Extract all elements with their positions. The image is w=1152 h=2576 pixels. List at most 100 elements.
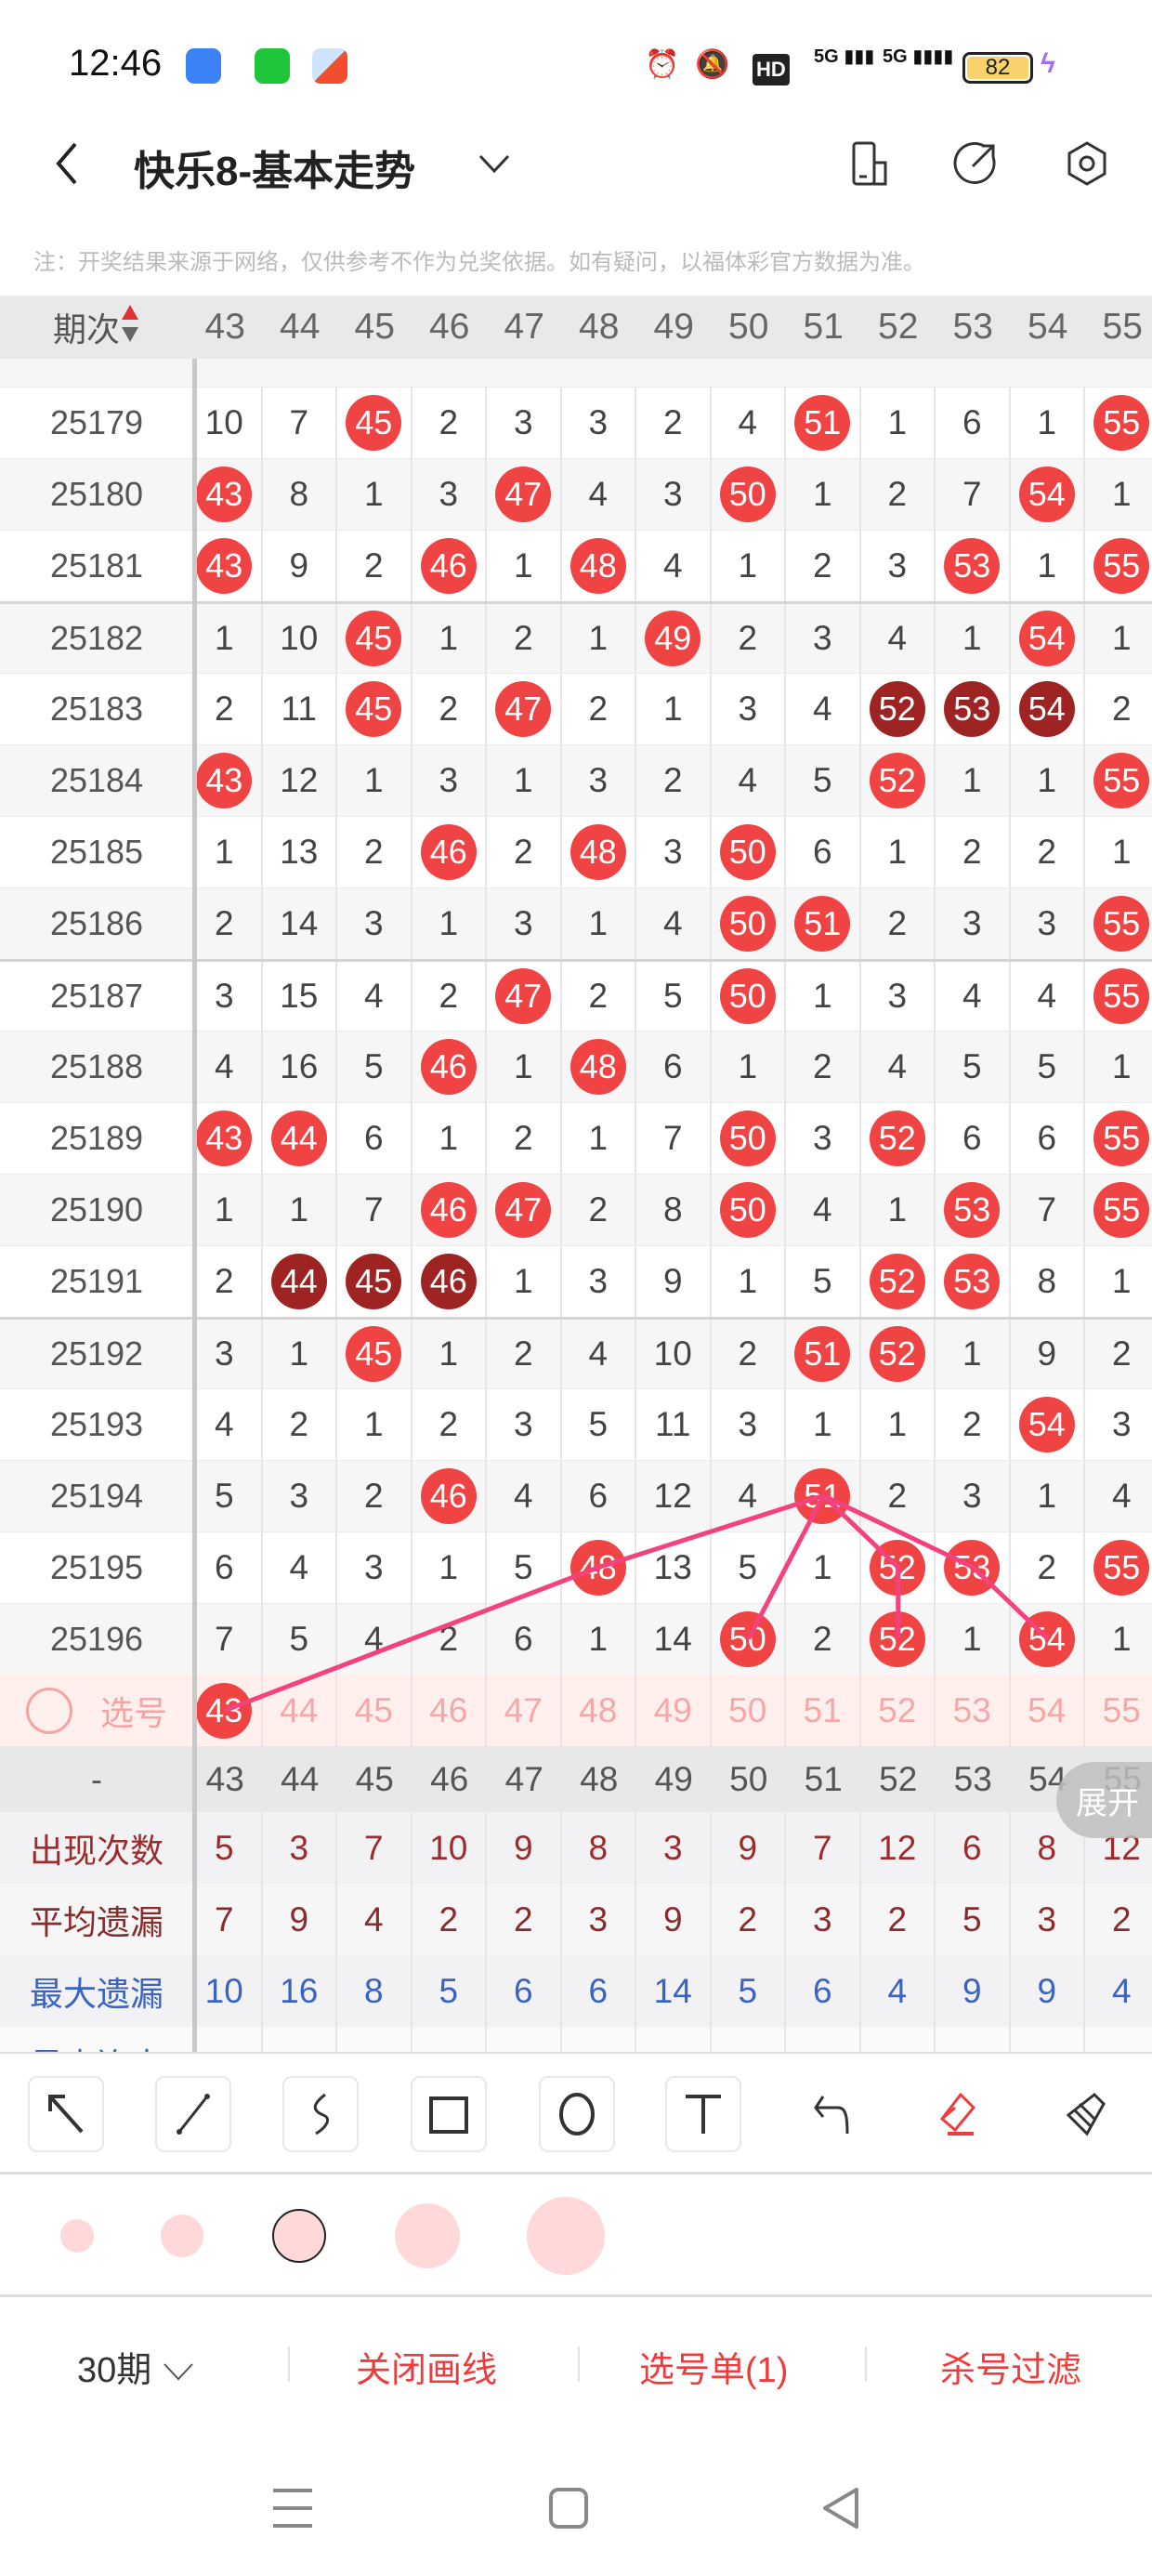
table-row: 25189 43 44 6 1 2 1 7 50 3 52 6 6 55 [0, 1102, 1152, 1174]
brush-size-option[interactable] [527, 2197, 605, 2275]
clear-button[interactable] [1048, 2076, 1124, 2152]
undo-button[interactable] [795, 2076, 871, 2152]
table-cell: 5 [337, 1032, 412, 1102]
line-tool-button[interactable] [155, 2076, 231, 2152]
table-cell: 1 [487, 1032, 562, 1102]
select-circle-icon[interactable] [25, 1687, 72, 1734]
sort-icon[interactable] [120, 303, 140, 352]
rectangle-tool-button[interactable] [411, 2076, 487, 2152]
expand-button[interactable]: 展开 [1056, 1762, 1152, 1838]
hit-cell: 53 [936, 1175, 1011, 1245]
brush-size-option[interactable] [272, 2209, 326, 2263]
select-number[interactable]: 47 [487, 1675, 562, 1746]
table-cell: 2 [936, 1389, 1011, 1460]
select-number[interactable]: 54 [1011, 1675, 1085, 1746]
brush-size-option[interactable] [395, 2203, 460, 2268]
arrow-tool-button[interactable] [28, 2076, 104, 2152]
app-notification-icon [186, 48, 221, 84]
table-cell: 2 [412, 674, 487, 744]
table-cell: 5 [636, 962, 712, 1031]
share-button[interactable] [948, 136, 1003, 191]
select-number[interactable]: 50 [712, 1675, 786, 1746]
hit-cell: 47 [487, 674, 562, 744]
table-cell: 2 [412, 1389, 487, 1460]
table-cell: 1 [786, 459, 861, 530]
table-cell: 3 [936, 1461, 1011, 1531]
text-icon [686, 2095, 721, 2134]
table-row: 25192 3 1 45 1 2 4 10 2 51 52 1 9 2 [0, 1317, 1152, 1388]
app-header: 快乐8-基本走势 [0, 112, 1152, 214]
stat-row: 平均遗漏 7 9 4 2 2 3 9 2 3 2 5 3 2 [0, 1884, 1152, 1955]
select-number[interactable]: 55 [1085, 1675, 1152, 1746]
select-number[interactable]: 53 [936, 1675, 1011, 1746]
table-cell: 2 [487, 1320, 562, 1388]
hit-cell: 54 [1011, 674, 1085, 744]
hit-ball: 52 [869, 1326, 925, 1382]
hit-cell: 48 [562, 1532, 636, 1603]
hit-ball: 46 [420, 1182, 477, 1238]
hit-ball: 53 [944, 1540, 1001, 1596]
arrow-icon [48, 2095, 84, 2134]
table-cell: 1 [786, 962, 861, 1031]
freehand-tool-button[interactable] [282, 2076, 359, 2152]
table-cell: 3 [636, 817, 712, 887]
table-cell: 3 [487, 888, 562, 959]
column-header: 44 [280, 307, 321, 347]
table-row: 25190 1 1 7 46 47 2 8 50 4 1 53 7 55 [0, 1174, 1152, 1245]
hit-ball: 47 [495, 467, 552, 522]
table-cell [337, 2027, 412, 2052]
select-number[interactable]: 48 [562, 1675, 636, 1746]
table-row: 25182 1 10 45 1 2 1 49 2 3 4 1 54 1 [0, 601, 1152, 673]
table-cell [712, 2027, 786, 2052]
brush-size-option[interactable] [161, 2215, 203, 2257]
table-cell: 1 [487, 531, 562, 601]
table-cell: 2 [786, 1604, 861, 1675]
page-title[interactable]: 快乐8-基本走势 [134, 149, 416, 194]
period-label: 25186 [49, 904, 144, 942]
select-number[interactable]: 44 [263, 1675, 337, 1746]
close-lines-button[interactable]: 关闭画线 [356, 2351, 498, 2390]
hit-cell: 52 [861, 745, 936, 816]
hit-ball: 52 [869, 753, 925, 808]
layout-button[interactable] [842, 136, 897, 191]
eraser-button[interactable] [920, 2076, 996, 2152]
trend-table[interactable]: 展开 期次 43 44 45 46 47 48 49 50 51 52 53 54 55 25179 10 7 4… [0, 296, 1152, 2052]
column-number: 51 [804, 1759, 843, 1798]
period-count-dropdown[interactable]: 30期 [77, 2341, 195, 2392]
stat-value: 10 [188, 1955, 263, 2027]
mute-bell-icon: 🔕 [695, 49, 730, 80]
select-number[interactable]: 51 [786, 1675, 861, 1746]
table-cell: 6 [337, 1103, 412, 1174]
hit-cell: 55 [1085, 1175, 1152, 1245]
select-number[interactable]: 49 [636, 1675, 712, 1746]
table-cell: 5 [487, 1532, 562, 1603]
table-cell: 2 [861, 1461, 936, 1531]
circle-tool-button[interactable] [539, 2076, 615, 2152]
select-number[interactable]: 46 [412, 1675, 487, 1746]
period-header[interactable]: 期次 [0, 296, 193, 359]
menu-icon[interactable] [271, 2487, 314, 2530]
brush-size-option[interactable] [60, 2219, 94, 2253]
select-number[interactable]: 45 [337, 1675, 412, 1746]
text-tool-button[interactable] [665, 2076, 741, 2152]
back-button[interactable] [39, 136, 95, 191]
period-label: 25190 [49, 1190, 144, 1229]
settings-button[interactable] [1059, 136, 1115, 191]
table-cell: 1 [188, 1175, 263, 1245]
table-cell [188, 2027, 263, 2052]
home-icon[interactable] [548, 2487, 589, 2530]
table-cell: 1 [936, 1320, 1011, 1388]
hit-ball: 45 [346, 395, 402, 451]
column-number: 49 [654, 1759, 693, 1798]
title-dropdown-button[interactable] [466, 136, 522, 191]
table-cell: 1 [936, 604, 1011, 673]
selected-ball[interactable]: 43 [196, 1682, 253, 1739]
table-cell: 2 [188, 888, 263, 959]
kill-filter-button[interactable]: 杀号过滤 [940, 2351, 1082, 2390]
table-cell: 10 [263, 604, 337, 673]
back-nav-icon[interactable] [821, 2487, 862, 2530]
hit-ball: 47 [495, 1182, 552, 1238]
select-number[interactable]: 52 [861, 1675, 936, 1746]
select-number[interactable]: 43 [188, 1675, 263, 1746]
selection-list-button[interactable]: 选号单(1) [639, 2351, 789, 2390]
